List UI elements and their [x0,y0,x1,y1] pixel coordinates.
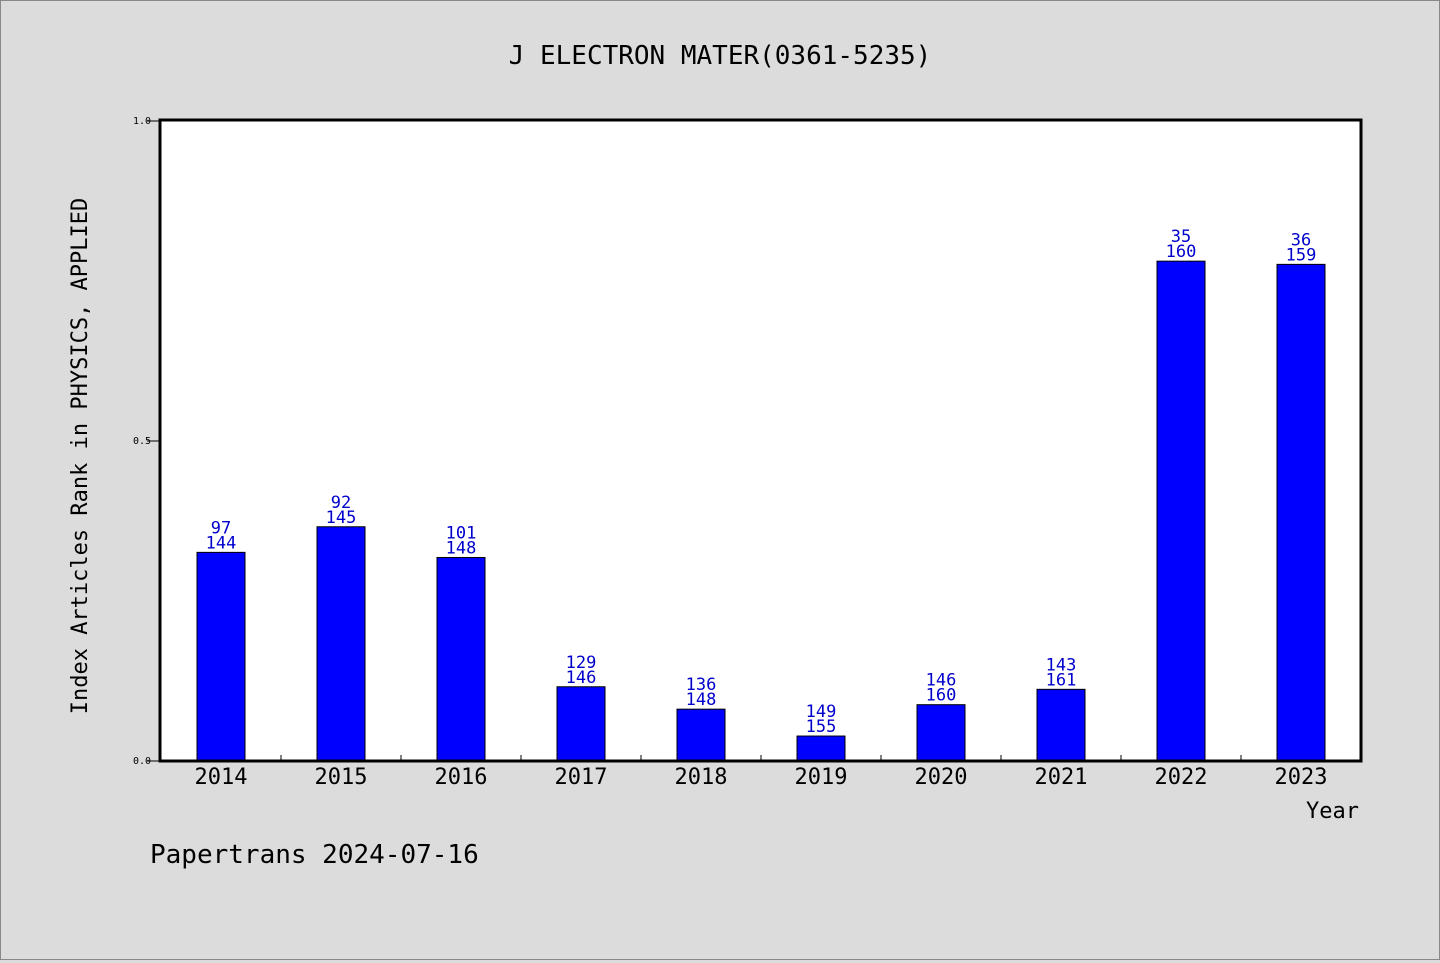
x-tick-label-2019: 2019 [795,765,848,790]
bar-label-top-2021: 143 [1046,655,1077,675]
bar-label-bottom-2014: 144 [206,533,237,553]
bars-group [196,260,1326,762]
bar-2019 [796,735,846,762]
x-axis: 2014 2015 2016 2017 2018 2019 2020 2021 2022 2023 [195,755,1328,790]
bar-2023 [1276,263,1326,762]
bar-label-top-2017: 129 [566,653,597,673]
x-tick-label-2014: 2014 [195,765,248,790]
bar-2016 [436,556,486,762]
x-tick-label-2022: 2022 [1155,765,1208,790]
bar-2022 [1156,260,1206,762]
bar-2021 [1036,688,1086,762]
bar-2015 [316,526,366,762]
y-tick-label-1.0: 1.0 [133,116,151,127]
x-tick-label-2016: 2016 [435,765,488,790]
bar-2014 [196,551,246,762]
y-axis-label: Index Articles Rank in PHYSICS, APPLIED [68,198,93,715]
bar-label-bottom-2021: 161 [1046,670,1077,690]
x-tick-label-2015: 2015 [315,765,368,790]
bar-2018 [676,708,726,762]
bar-label-bottom-2023: 159 [1286,245,1317,265]
bar-label-bottom-2019: 155 [806,717,837,737]
plot-frame [158,118,1363,763]
y-tick-label-0.0: 0.0 [133,756,151,767]
bar-2017 [556,686,606,762]
chart-title: J ELECTRON MATER(0361-5235) [509,41,932,71]
bar-label-top-2020: 146 [926,671,957,691]
y-tick-label-0.5: 0.5 [133,436,151,447]
y-axis: 0.0 0.5 1.0 [133,116,161,767]
bar-label-top-2019: 149 [806,702,837,722]
x-tick-label-2020: 2020 [915,765,968,790]
bar-label-bottom-2020: 160 [926,686,957,706]
bar-2020 [916,704,966,762]
bar-label-bottom-2017: 146 [566,668,597,688]
bar-label-top-2016: 101 [446,523,477,543]
bar-label-bottom-2015: 145 [326,508,357,528]
bar-label-top-2018: 136 [686,675,717,695]
x-axis-label: Year [1306,799,1359,824]
x-tick-label-2017: 2017 [555,765,608,790]
x-tick-label-2021: 2021 [1035,765,1088,790]
bar-label-bottom-2022: 160 [1166,242,1197,262]
bar-label-top-2015: 92 [331,493,351,513]
x-tick-label-2023: 2023 [1275,765,1328,790]
footer-note: Papertrans 2024-07-16 [150,840,479,870]
bar-label-top-2014: 97 [211,518,231,538]
bar-label-top-2022: 35 [1171,227,1191,247]
x-tick-label-2018: 2018 [675,765,728,790]
bar-label-top-2023: 36 [1291,230,1311,250]
bar-label-bottom-2016: 148 [446,538,477,558]
bar-label-bottom-2018: 148 [686,690,717,710]
